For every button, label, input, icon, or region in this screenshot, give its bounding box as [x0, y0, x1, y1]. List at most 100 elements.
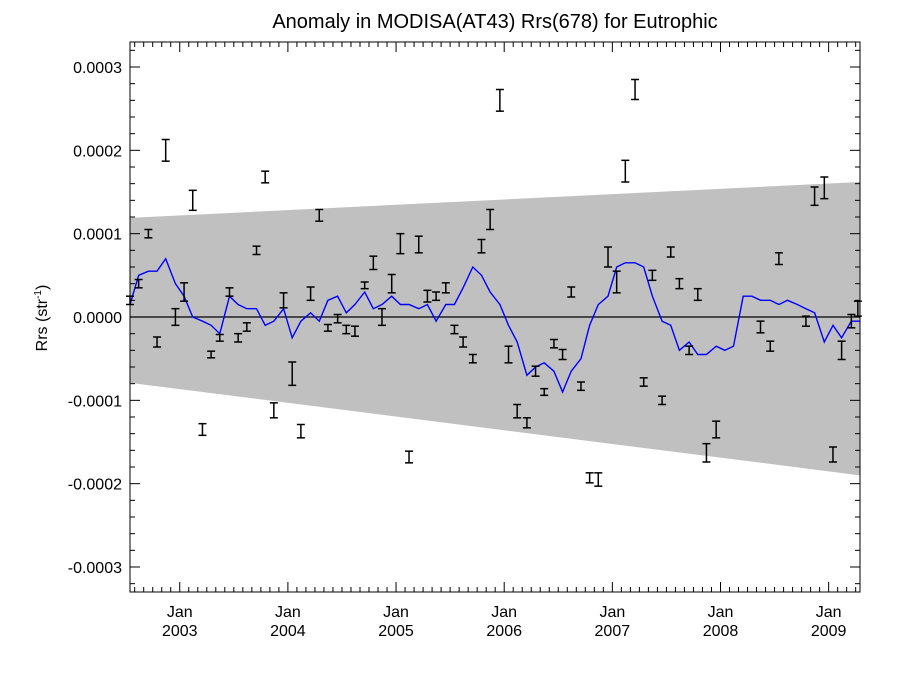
data-point	[666, 246, 675, 258]
data-point	[576, 381, 585, 392]
data-points	[126, 78, 862, 487]
y-tick-label: -0.0002	[68, 477, 122, 494]
data-point	[288, 361, 297, 387]
data-point	[161, 138, 170, 162]
data-point	[180, 282, 189, 302]
data-point	[756, 320, 765, 334]
data-point	[225, 287, 234, 297]
data-point	[207, 350, 216, 359]
data-point	[315, 208, 324, 222]
y-tick-label: -0.0001	[68, 393, 122, 410]
data-point	[658, 395, 667, 406]
chart-title: Anomaly in MODISA(AT43) Rrs(678) for Eut…	[272, 11, 717, 33]
data-point	[153, 336, 162, 348]
y-axis-label-sup: -1	[33, 290, 44, 299]
data-point	[369, 255, 378, 271]
y-axis-label-end: )	[34, 285, 51, 290]
series-line-anomaly	[129, 257, 860, 394]
data-point	[306, 286, 315, 302]
data-point	[252, 245, 261, 256]
data-point	[261, 170, 270, 184]
data-point	[702, 442, 711, 463]
data-point	[612, 270, 621, 294]
data-point	[837, 340, 846, 361]
data-point	[333, 313, 342, 324]
data-point	[513, 403, 522, 419]
data-point	[549, 338, 558, 349]
data-point	[693, 287, 702, 302]
data-point	[279, 292, 288, 309]
data-point	[766, 340, 775, 352]
data-point	[810, 186, 819, 207]
data-point	[712, 420, 721, 439]
data-point	[360, 281, 369, 290]
data-point	[171, 307, 180, 327]
y-tick-label: 0.0002	[73, 143, 122, 160]
y-axis-tick-labels: 0.0003 0.0002 0.0001 0.0000 -0.0001 -0.0002 -0…	[68, 60, 122, 577]
data-point	[820, 176, 829, 200]
data-point	[675, 277, 684, 290]
data-point	[774, 252, 783, 266]
x-tick-label-year: 2004	[270, 623, 306, 640]
data-point	[350, 325, 359, 337]
x-axis-tick-labels: Jan 2003 Jan 2004 Jan 2005 Jan 2006 Jan 2007 Jan 20…	[162, 604, 847, 640]
data-point	[540, 387, 549, 397]
data-point	[450, 324, 459, 335]
data-point	[828, 446, 837, 463]
data-point	[531, 365, 540, 377]
data-point	[188, 189, 197, 212]
x-tick-label-month: Jan	[708, 604, 734, 621]
data-point	[648, 269, 657, 282]
data-point	[296, 423, 305, 439]
data-point	[405, 450, 414, 464]
y-tick-label: 0.0003	[73, 60, 122, 77]
data-point	[198, 422, 207, 437]
data-point	[585, 472, 594, 484]
x-tick-label-month: Jan	[167, 604, 193, 621]
data-point	[558, 348, 567, 361]
data-point	[396, 232, 405, 255]
x-tick-label-year: 2007	[595, 623, 631, 640]
data-point	[215, 333, 224, 342]
data-point	[414, 235, 423, 254]
data-point	[342, 324, 351, 335]
data-point	[631, 78, 640, 101]
data-point	[423, 289, 432, 303]
x-tick-label-year: 2003	[162, 623, 198, 640]
x-tick-label-month: Jan	[491, 604, 517, 621]
data-point	[432, 291, 441, 302]
data-point	[234, 332, 243, 343]
data-point	[621, 159, 630, 183]
x-tick-label-month: Jan	[599, 604, 625, 621]
x-tick-label-month: Jan	[383, 604, 409, 621]
data-point	[604, 246, 613, 268]
data-point	[639, 377, 648, 387]
x-tick-label-month: Jan	[816, 604, 842, 621]
data-point	[242, 322, 251, 332]
data-point	[459, 336, 468, 348]
data-point	[567, 286, 576, 298]
data-point	[387, 273, 396, 294]
y-axis-label: Rrs (str-1)	[33, 285, 51, 352]
x-tick-label-month: Jan	[275, 604, 301, 621]
y-tick-label: 0.0001	[73, 227, 122, 244]
data-point	[522, 417, 531, 429]
data-point	[486, 208, 495, 231]
x-tick-label-year: 2005	[378, 623, 414, 640]
data-point	[853, 300, 862, 317]
y-tick-label: 0.0000	[73, 310, 122, 327]
data-point	[468, 353, 477, 364]
axis-ticks	[130, 42, 860, 592]
data-point	[323, 323, 332, 332]
y-tick-label: -0.0003	[68, 560, 122, 577]
plot-area	[126, 78, 862, 487]
x-tick-label-year: 2008	[703, 623, 739, 640]
data-point	[441, 282, 450, 294]
data-point	[377, 307, 386, 327]
x-tick-label-year: 2009	[811, 623, 847, 640]
data-point	[477, 238, 486, 254]
data-point	[134, 278, 143, 289]
data-point	[801, 315, 810, 327]
data-point	[504, 345, 513, 364]
